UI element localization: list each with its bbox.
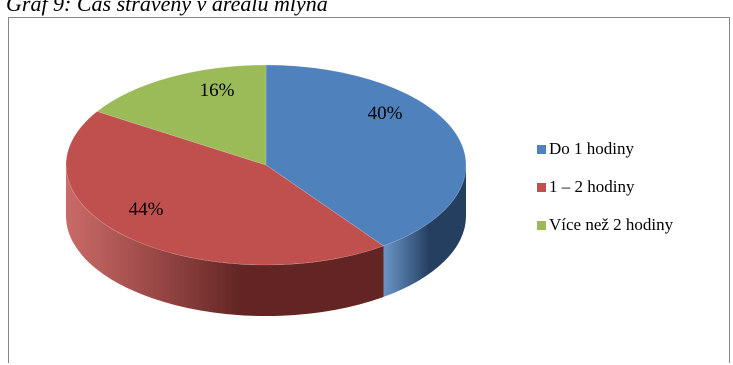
legend-label: Více než 2 hodiny xyxy=(549,215,674,234)
legend-item-do-1-hodiny: Do 1 hodiny xyxy=(537,139,673,159)
legend-item-1-2-hodiny: 1 – 2 hodiny xyxy=(537,177,673,197)
data-label-1: 44% xyxy=(129,199,164,220)
pie-side-0 xyxy=(383,165,466,297)
legend: Do 1 hodiny 1 – 2 hodiny Více než 2 hodi… xyxy=(537,139,673,253)
data-label-2: 16% xyxy=(200,80,235,101)
pie-top-faces xyxy=(65,64,467,266)
legend-swatch xyxy=(537,182,546,192)
pie-slice-2 xyxy=(96,64,267,166)
legend-item-vice-nez-2-hodiny: Více než 2 hodiny xyxy=(537,215,673,235)
legend-label: Do 1 hodiny xyxy=(549,139,634,158)
pie-data-labels: 40% 44% 16% xyxy=(129,80,403,220)
data-label-0: 40% xyxy=(368,103,403,124)
chart-frame xyxy=(8,17,730,363)
pie-slice-1 xyxy=(65,111,385,266)
legend-swatch xyxy=(537,220,546,230)
chart-caption: Graf 9: Čas strávený v areálu mlýna xyxy=(6,0,328,16)
legend-label: 1 – 2 hodiny xyxy=(549,177,635,196)
pie-side-walls xyxy=(66,165,466,316)
pie-side-1 xyxy=(66,165,384,316)
legend-swatch xyxy=(537,144,546,154)
pie-slice-0 xyxy=(265,64,467,247)
